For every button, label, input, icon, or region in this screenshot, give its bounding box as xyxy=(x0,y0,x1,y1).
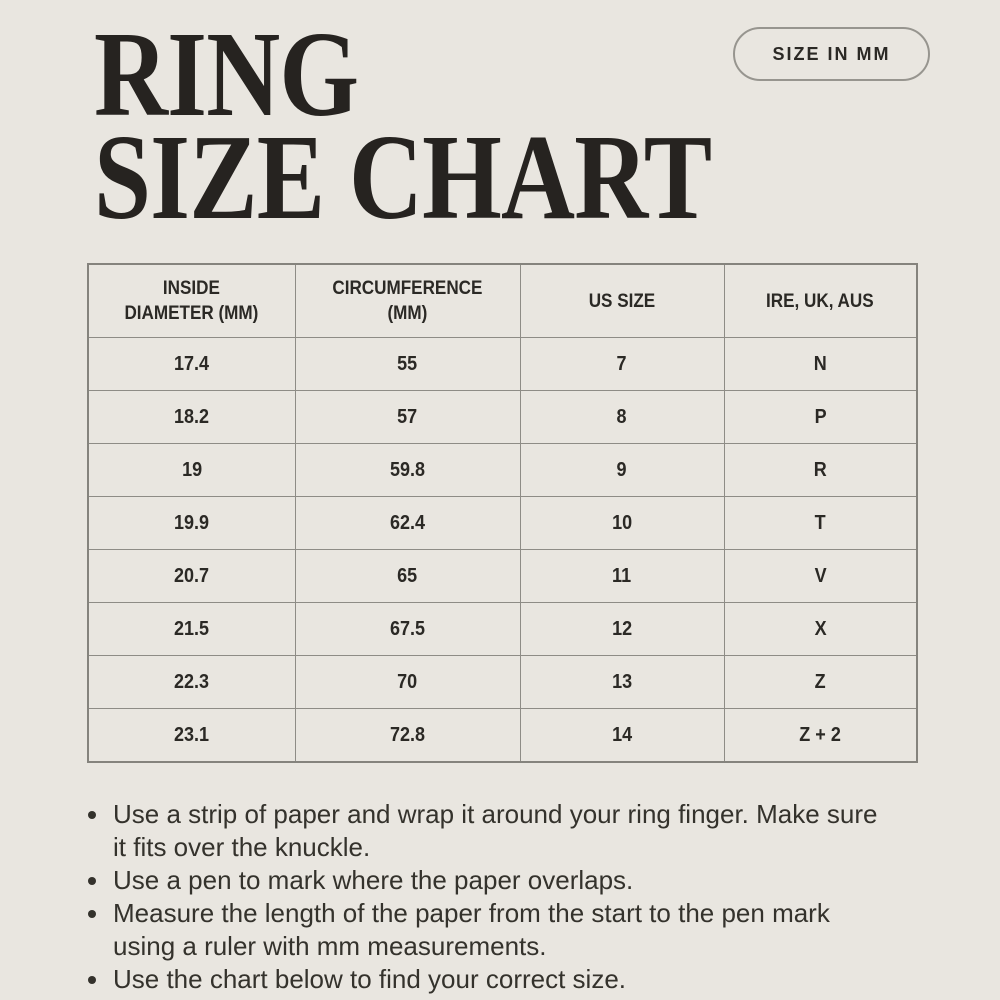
cell-us-size: 9 xyxy=(519,443,725,497)
cell-circumference: 59.8 xyxy=(294,443,521,497)
instruction-item: Use a pen to mark where the paper overla… xyxy=(88,864,888,897)
cell-circumference: 57 xyxy=(294,390,521,444)
table-header-row: INSIDE DIAMETER (MM) CIRCUMFERENCE (MM) … xyxy=(87,263,918,338)
cell-ire-uk-aus: V xyxy=(723,549,918,603)
cell-ire-uk-aus: T xyxy=(723,496,918,550)
ring-size-table: INSIDE DIAMETER (MM) CIRCUMFERENCE (MM) … xyxy=(87,263,918,763)
cell-text: 13 xyxy=(611,670,633,693)
table-row: 19 59.8 9 R xyxy=(87,443,918,497)
size-unit-badge-label: SIZE IN MM xyxy=(772,43,891,64)
header-cell-us-size: US SIZE xyxy=(519,263,725,338)
title-line-2: SIZE CHART xyxy=(94,110,712,245)
header-cell-ire-uk-aus: IRE, UK, AUS xyxy=(723,263,918,338)
cell-ire-uk-aus: Z xyxy=(723,655,918,709)
cell-us-size: 8 xyxy=(519,390,725,444)
cell-inside-diameter: 20.7 xyxy=(87,549,296,603)
cell-text: 17.4 xyxy=(174,352,210,375)
cell-inside-diameter: 17.4 xyxy=(87,337,296,391)
cell-inside-diameter: 23.1 xyxy=(87,708,296,763)
cell-text: 12 xyxy=(611,617,633,640)
header-cell-inside-diameter: INSIDE DIAMETER (MM) xyxy=(87,263,296,338)
cell-text: 10 xyxy=(611,511,633,534)
cell-text: 7 xyxy=(616,352,628,375)
size-unit-badge: SIZE IN MM xyxy=(733,27,930,81)
cell-inside-diameter: 19 xyxy=(87,443,296,497)
cell-text: 65 xyxy=(397,564,418,587)
cell-us-size: 12 xyxy=(519,602,725,656)
cell-ire-uk-aus: P xyxy=(723,390,918,444)
cell-text: P xyxy=(814,405,827,428)
cell-text: X xyxy=(814,617,827,640)
cell-inside-diameter: 19.9 xyxy=(87,496,296,550)
title-line-1: RING xyxy=(94,7,359,142)
header-cell-text: CIRCUMFERENCE (MM) xyxy=(332,278,483,324)
cell-ire-uk-aus: R xyxy=(723,443,918,497)
cell-circumference: 55 xyxy=(294,337,521,391)
cell-text: 62.4 xyxy=(389,511,426,534)
cell-circumference: 70 xyxy=(294,655,521,709)
cell-circumference: 62.4 xyxy=(294,496,521,550)
cell-us-size: 14 xyxy=(519,708,725,763)
cell-text: 11 xyxy=(612,564,632,587)
cell-inside-diameter: 22.3 xyxy=(87,655,296,709)
table-row: 19.9 62.4 10 T xyxy=(87,496,918,550)
header-cell-text: INSIDE DIAMETER (MM) xyxy=(124,278,259,324)
cell-text: 8 xyxy=(616,405,628,428)
cell-text: N xyxy=(813,352,827,375)
cell-inside-diameter: 21.5 xyxy=(87,602,296,656)
cell-text: 59.8 xyxy=(389,458,426,481)
cell-ire-uk-aus: N xyxy=(723,337,918,391)
instructions-list: Use a strip of paper and wrap it around … xyxy=(88,798,888,996)
table-row: 21.5 67.5 12 X xyxy=(87,602,918,656)
cell-text: 19.9 xyxy=(174,511,210,534)
cell-text: 55 xyxy=(397,352,418,375)
cell-text: 19 xyxy=(181,458,202,481)
header-cell-circumference: CIRCUMFERENCE (MM) xyxy=(294,263,521,338)
cell-us-size: 7 xyxy=(519,337,725,391)
cell-us-size: 13 xyxy=(519,655,725,709)
table-row: 22.3 70 13 Z xyxy=(87,655,918,709)
table-row: 20.7 65 11 V xyxy=(87,549,918,603)
cell-text: 14 xyxy=(611,723,633,746)
cell-ire-uk-aus: X xyxy=(723,602,918,656)
header-cell-text: IRE, UK, AUS xyxy=(766,290,875,312)
cell-text: 70 xyxy=(397,670,418,693)
cell-text: Z + 2 xyxy=(799,723,842,746)
cell-text: Z xyxy=(814,670,826,693)
header-cell-text: US SIZE xyxy=(588,290,656,312)
table-row: 17.4 55 7 N xyxy=(87,337,918,391)
cell-inside-diameter: 18.2 xyxy=(87,390,296,444)
cell-text: 9 xyxy=(616,458,628,481)
cell-text: 21.5 xyxy=(174,617,210,640)
cell-text: 57 xyxy=(397,405,418,428)
cell-text: 20.7 xyxy=(174,564,210,587)
cell-text: 18.2 xyxy=(174,405,210,428)
instruction-item: Measure the length of the paper from the… xyxy=(88,897,888,963)
cell-circumference: 72.8 xyxy=(294,708,521,763)
cell-text: T xyxy=(814,511,826,534)
cell-us-size: 11 xyxy=(519,549,725,603)
cell-ire-uk-aus: Z + 2 xyxy=(723,708,918,763)
cell-text: 22.3 xyxy=(174,670,210,693)
cell-us-size: 10 xyxy=(519,496,725,550)
cell-text: 67.5 xyxy=(389,617,426,640)
instruction-item: Use the chart below to find your correct… xyxy=(88,963,888,996)
cell-circumference: 67.5 xyxy=(294,602,521,656)
page-title: RING SIZE CHART xyxy=(94,7,712,245)
cell-text: V xyxy=(814,564,827,587)
cell-text: 23.1 xyxy=(174,723,210,746)
cell-text: R xyxy=(813,458,827,481)
table-row: 18.2 57 8 P xyxy=(87,390,918,444)
cell-text: 72.8 xyxy=(389,723,426,746)
instruction-item: Use a strip of paper and wrap it around … xyxy=(88,798,888,864)
cell-circumference: 65 xyxy=(294,549,521,603)
table-row: 23.1 72.8 14 Z + 2 xyxy=(87,708,918,763)
